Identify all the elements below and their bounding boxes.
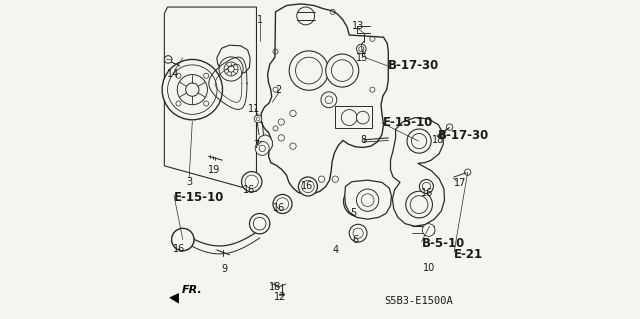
Circle shape [162,59,223,120]
Circle shape [356,111,369,124]
Circle shape [325,96,333,104]
Circle shape [241,172,262,192]
Text: B-17-30: B-17-30 [388,59,440,72]
Text: E-15-10: E-15-10 [174,191,224,204]
Text: E-21: E-21 [454,248,483,261]
Circle shape [356,44,366,54]
Circle shape [224,62,238,76]
Text: 4: 4 [332,245,339,255]
Text: 7: 7 [253,140,260,150]
Text: 6: 6 [353,234,358,245]
Circle shape [228,66,234,72]
Circle shape [177,75,207,105]
Circle shape [406,191,433,218]
Text: B-5-10: B-5-10 [422,237,465,250]
Text: 12: 12 [274,292,287,302]
Polygon shape [261,4,388,195]
Circle shape [219,57,243,81]
Text: 8: 8 [361,136,367,145]
Circle shape [290,143,296,149]
Circle shape [254,115,262,123]
Text: 16: 16 [243,185,255,195]
Circle shape [278,119,284,125]
Polygon shape [335,106,372,128]
Circle shape [186,83,199,96]
Text: 15: 15 [356,53,368,63]
Circle shape [319,176,324,182]
Circle shape [255,141,269,155]
Polygon shape [217,45,250,75]
Circle shape [341,110,357,125]
Circle shape [407,129,431,153]
Text: 17: 17 [454,178,467,188]
Text: 16: 16 [173,244,185,254]
Text: 16: 16 [301,181,313,190]
Text: 16: 16 [421,188,433,198]
Circle shape [176,233,190,247]
Polygon shape [257,135,273,152]
Circle shape [290,110,296,117]
Circle shape [168,65,217,115]
Circle shape [273,195,292,213]
Circle shape [278,135,284,141]
Text: 9: 9 [221,264,227,274]
Polygon shape [390,118,445,226]
Text: 10: 10 [424,263,436,273]
Circle shape [296,57,322,84]
Circle shape [259,145,266,152]
Circle shape [297,7,315,25]
Circle shape [349,224,367,242]
Text: E-15-10: E-15-10 [383,116,433,130]
Text: B-17-30: B-17-30 [438,129,489,142]
Text: 19: 19 [209,165,221,175]
Polygon shape [164,7,257,191]
Circle shape [326,54,359,87]
Polygon shape [170,293,179,303]
Text: FR.: FR. [182,286,203,295]
Text: 18: 18 [269,282,281,292]
Circle shape [250,213,270,234]
Text: 11: 11 [248,104,260,114]
Circle shape [164,56,172,63]
Text: S5B3-E1500A: S5B3-E1500A [384,296,453,306]
Text: 14: 14 [167,69,179,79]
Circle shape [172,228,194,251]
Circle shape [298,177,317,196]
Circle shape [422,224,435,236]
Circle shape [289,51,328,90]
Circle shape [332,176,339,182]
Text: 5: 5 [350,209,356,219]
Circle shape [332,60,353,81]
Circle shape [344,186,374,217]
Circle shape [356,189,379,211]
Circle shape [321,92,337,108]
Circle shape [419,180,433,194]
Circle shape [172,228,194,251]
Text: 1: 1 [257,15,263,25]
Text: 18: 18 [432,136,444,145]
Circle shape [253,217,266,230]
Text: 13: 13 [352,21,364,31]
Text: 2: 2 [276,85,282,95]
Text: 3: 3 [186,177,192,187]
Polygon shape [345,180,392,219]
Text: 16: 16 [273,203,285,213]
